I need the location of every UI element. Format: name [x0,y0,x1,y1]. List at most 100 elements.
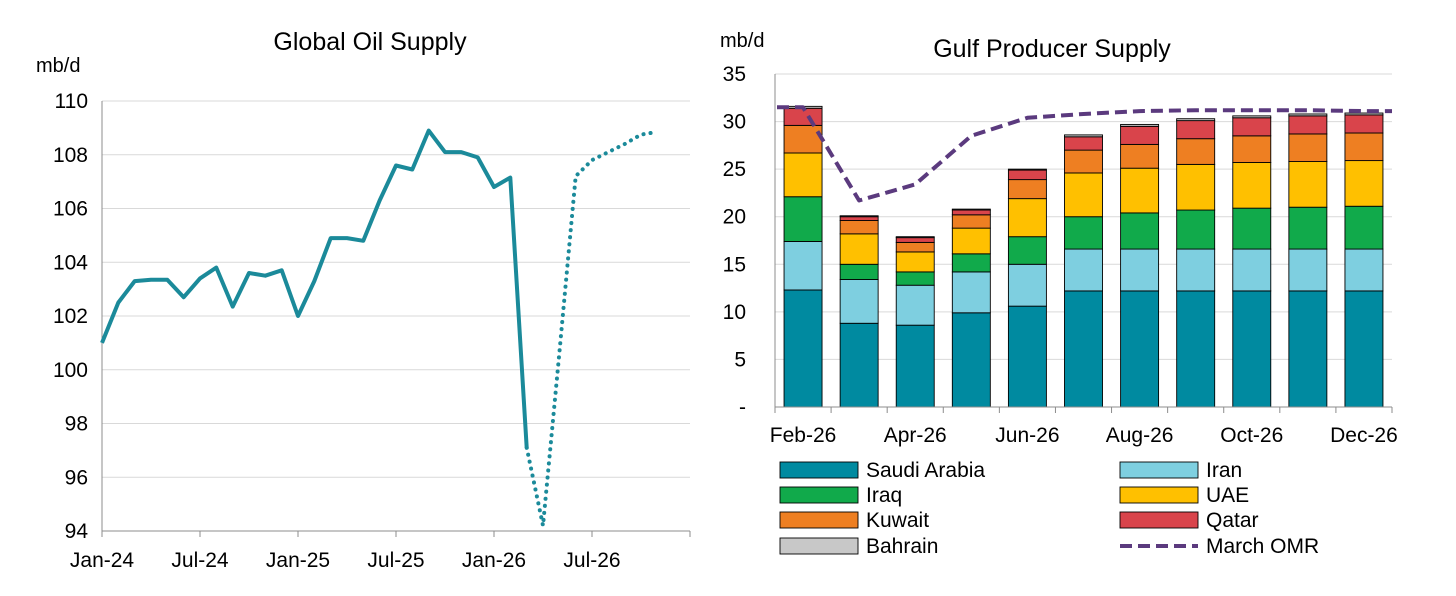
bar-segment-bahrain [1176,118,1216,122]
bar-segment-iraq [1232,207,1272,250]
bar-segment-kuwait [1344,132,1384,162]
y-tick-label: 110 [55,90,88,113]
bar-segment-qatar [1288,115,1328,135]
supply-history-line [100,128,529,448]
y-tick-label: 98 [65,413,88,436]
bar-segment-qatar [839,216,879,221]
x-tick-label: Dec-26 [1330,424,1398,447]
legend-label: Saudi Arabia [866,459,985,482]
bar-segment-iran [1232,248,1272,292]
bar-segment-kuwait [1064,149,1103,174]
legend-label: Iran [1206,459,1242,482]
bar-segment-bahrain [1007,168,1047,171]
bar-segment-kuwait [1232,135,1272,163]
y-tick-label: 15 [723,253,746,276]
legend-swatch [779,537,859,555]
legend-item: UAE [1119,484,1249,507]
bar-segment-qatar [951,209,991,216]
x-tick-label: Feb-26 [770,424,837,447]
bar-segment-bahrain [1064,134,1103,138]
y-tick-label: 108 [53,144,88,167]
bar-segment-qatar [1064,136,1103,151]
bar-segment-bahrain [1344,112,1384,116]
bar-segment-iraq [783,196,823,242]
y-tick-label: 104 [53,251,88,274]
bar-segment-kuwait [1120,143,1160,169]
bar-segment-iran [895,284,935,326]
global-oil-supply-svg: 94 96 98 100 102 104 106 108 110 Jan-24 Jul-24 Jan-… [36,28,691,572]
supply-forecast-line [524,129,660,528]
bar-segment-uae [1344,160,1384,207]
y-tick-label: 94 [65,520,89,543]
bar-segment-qatar [1344,114,1384,134]
gulf-producer-supply-chart: - 5 10 15 20 25 30 35 Feb-26 Apr-26 Jun-26 Aug-26 Oc… [710,0,1456,596]
bar-segment-saudi-arabia [1288,290,1328,408]
bar-segment-iraq [1176,209,1216,250]
legend-item: Saudi Arabia [779,459,985,482]
bar-segment-iran [839,279,879,324]
y-tick-label: 96 [65,466,88,489]
x-tick-label: Aug-26 [1106,424,1174,447]
bar-segment-qatar [1176,120,1216,140]
bar-segment-qatar [1120,125,1160,145]
legend-item: Iran [1119,459,1242,482]
legend-item: Qatar [1119,509,1259,532]
legend-swatch [779,486,859,504]
bar-segment-kuwait [951,214,991,229]
bar-segment-uae [1064,172,1103,218]
y-axis-unit-label: mb/d [720,30,764,52]
legend-swatch [1119,486,1199,504]
y-tick-label: 30 [723,111,746,134]
legend-label: Kuwait [866,509,929,532]
bar-segment-uae [783,152,823,198]
bar-segment-saudi-arabia [839,322,879,408]
x-tick-label: Jul-25 [367,549,424,572]
bar-segment-bahrain [951,208,991,211]
bar-segment-kuwait [895,241,935,253]
legend-label: Qatar [1206,509,1259,532]
y-tick-label: 20 [723,206,746,229]
bar-segment-kuwait [1176,138,1216,165]
y-tick-label: 102 [53,305,88,328]
x-tick-label: Jul-24 [171,549,229,572]
bar-segment-iraq [1007,236,1047,265]
bar-segment-uae [1288,161,1328,208]
bar-segment-saudi-arabia [1064,290,1103,408]
bar-segment-uae [839,233,879,265]
legend-item: Iraq [779,484,902,507]
chart-title: Global Oil Supply [273,28,467,56]
bar-segment-iran [951,271,991,314]
legend-label: Bahrain [866,535,938,558]
bar-segment-saudi-arabia [783,289,823,408]
bar-segment-uae [1176,163,1216,211]
y-tick-label: - [739,396,746,419]
x-tick-label: Apr-26 [884,424,947,447]
legend-swatch [779,461,859,479]
x-tick-label: Jan-24 [70,549,135,572]
bar-segment-saudi-arabia [1232,290,1272,408]
bar-segment-saudi-arabia [1176,290,1216,408]
y-tick-label: 5 [734,348,746,371]
bar-segment-iran [783,241,823,291]
bar-segment-iraq [1120,212,1160,250]
bar-segment-iran [1120,248,1160,292]
bar-segment-kuwait [1288,133,1328,162]
x-tick-label: Jun-26 [995,424,1059,447]
chart-title: Gulf Producer Supply [933,35,1171,63]
bar-segment-iraq [1344,205,1384,250]
legend-swatch [1119,461,1199,479]
y-axis-unit-label: mb/d [36,55,80,77]
bar-segment-uae [1232,162,1272,209]
gulf-producer-supply-svg: - 5 10 15 20 25 30 35 Feb-26 Apr-26 Jun-26 Aug-26 Oc… [720,30,1398,558]
bar-segment-iran [1176,248,1216,292]
legend-label: Iraq [866,484,902,507]
bar-segment-uae [1120,167,1160,214]
bar-segment-saudi-arabia [951,312,991,408]
bar-segment-uae [895,251,935,273]
bar-segment-iraq [839,263,879,280]
legend-swatch [779,511,859,529]
y-tick-label: 106 [53,198,88,221]
y-tick-label: 100 [53,359,88,382]
bar-segment-kuwait [839,220,879,235]
bar-segment-kuwait [783,124,823,154]
